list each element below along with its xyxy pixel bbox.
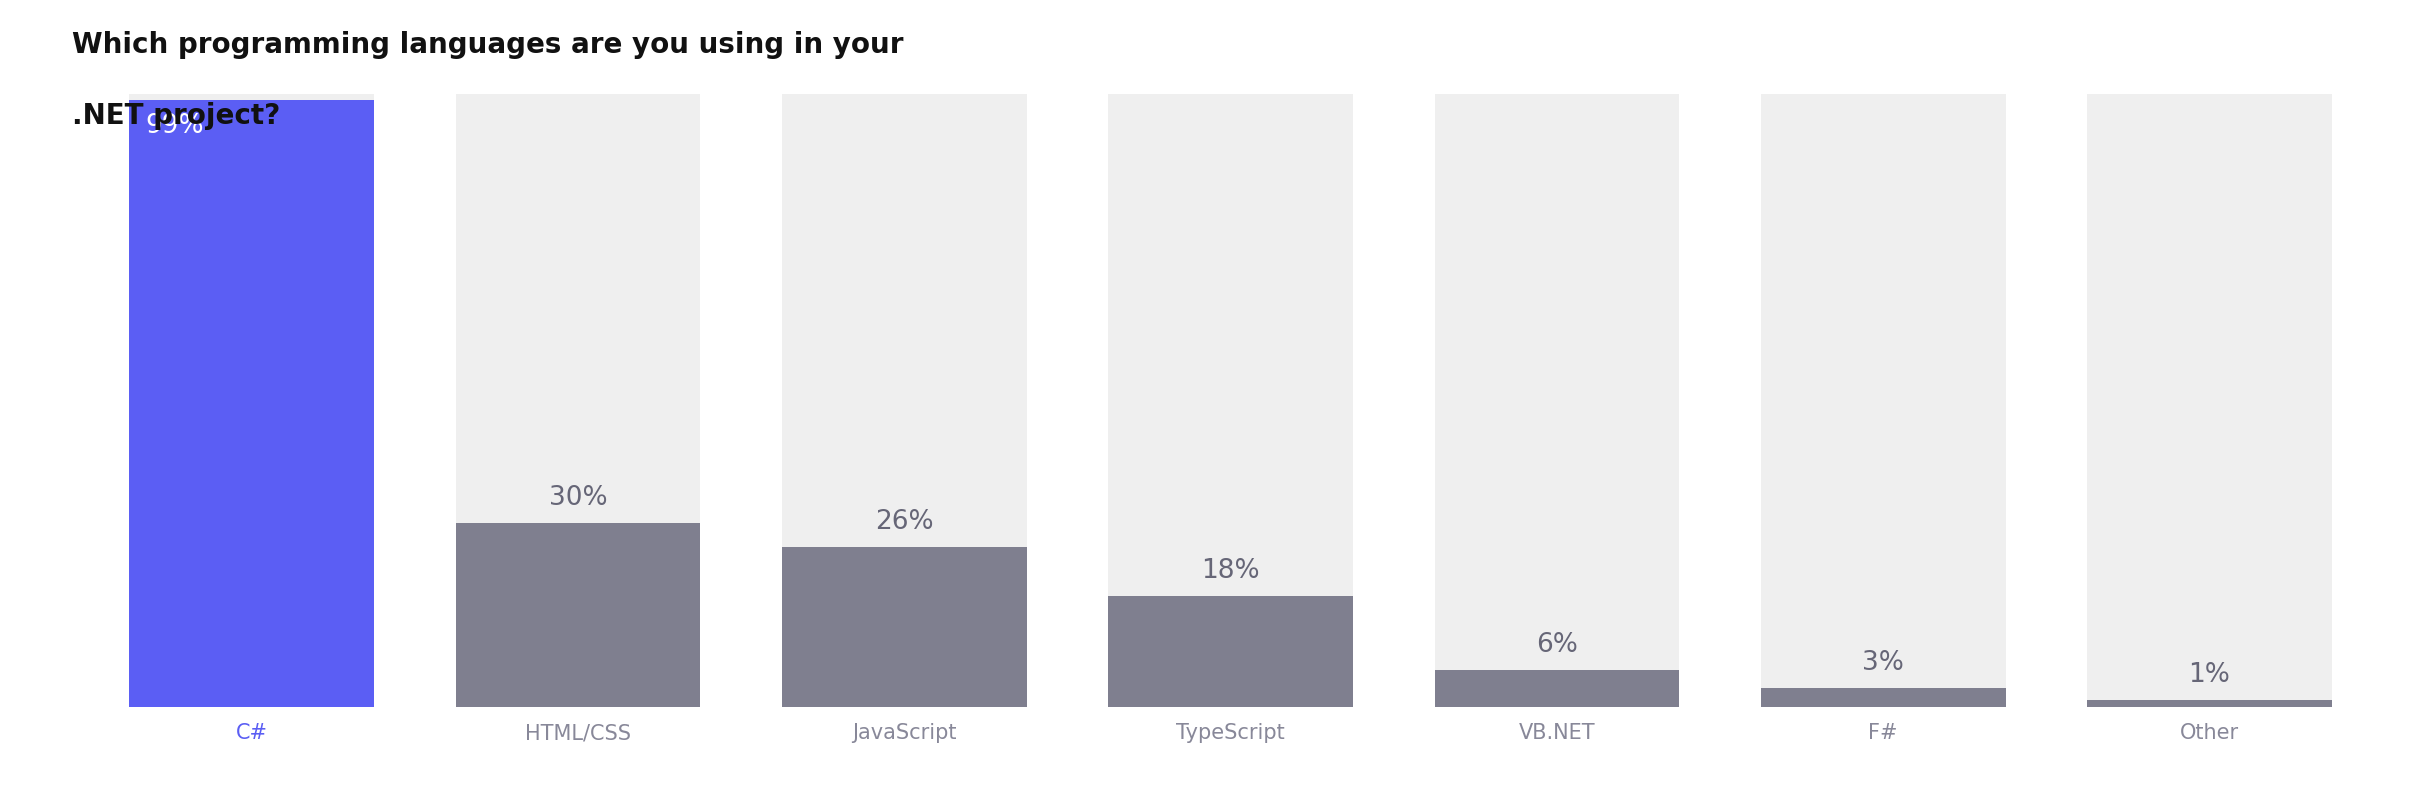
Bar <box>1761 94 2005 707</box>
Text: 1%: 1% <box>2189 662 2230 688</box>
Bar <box>1761 688 2005 707</box>
Text: 3%: 3% <box>1863 650 1904 676</box>
Bar <box>782 547 1026 706</box>
Text: 26%: 26% <box>876 509 934 535</box>
Bar <box>2087 94 2331 707</box>
Text: 99%: 99% <box>145 112 205 139</box>
Bar <box>1108 94 1354 707</box>
Text: .NET project?: .NET project? <box>72 102 280 130</box>
Bar <box>782 94 1026 707</box>
Bar <box>2087 700 2331 706</box>
Text: 30%: 30% <box>548 484 608 510</box>
Bar <box>1108 597 1354 706</box>
Bar <box>130 94 374 707</box>
Text: Which programming languages are you using in your: Which programming languages are you usin… <box>72 31 905 60</box>
Text: 6%: 6% <box>1537 631 1578 658</box>
Bar <box>1436 94 1679 707</box>
Bar <box>1436 670 1679 706</box>
Bar <box>456 94 700 707</box>
Bar <box>130 100 374 706</box>
Text: 18%: 18% <box>1202 558 1260 584</box>
Bar <box>456 523 700 706</box>
